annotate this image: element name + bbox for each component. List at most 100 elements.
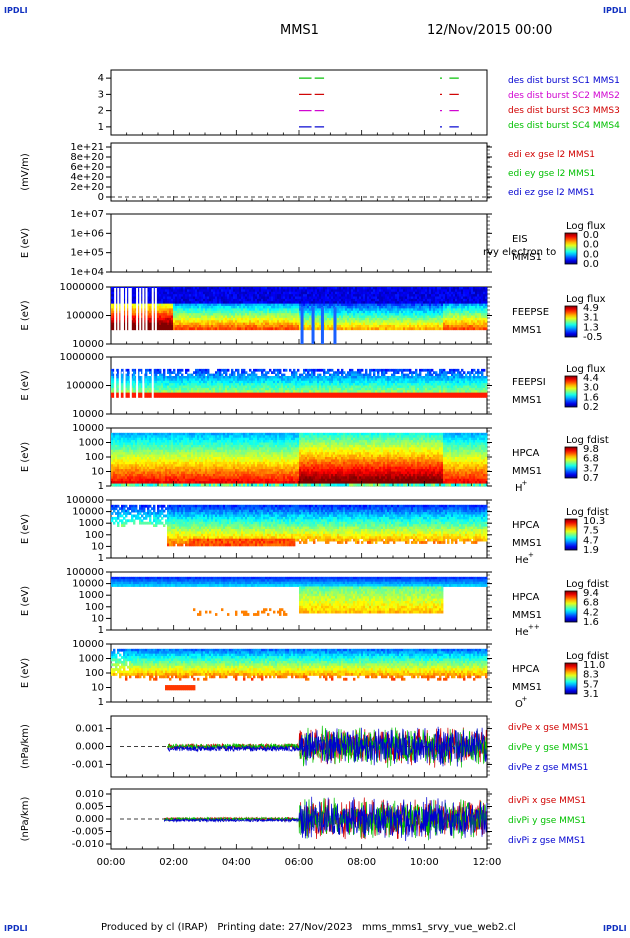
logo-top-right: IPDLI <box>603 6 627 15</box>
y-tick-label: 1e+07 <box>70 209 104 220</box>
spectrogram-cell <box>269 369 271 372</box>
spectrogram-cell <box>277 374 279 377</box>
legend-entry: des dist burst SC1 MMS1 <box>508 76 620 86</box>
spectrogram-cell <box>263 369 265 372</box>
spectrogram-cell <box>173 369 175 372</box>
spectrogram-cell <box>233 371 235 374</box>
legend-entry: edi ez gse l2 MMS1 <box>508 188 595 198</box>
y-axis-label: (mV/m) <box>20 153 31 191</box>
data-gap <box>114 288 116 343</box>
y-tick-label: 1e+05 <box>70 248 104 259</box>
figure-title: MMS1 <box>280 23 319 38</box>
y-tick-label: 3 <box>98 89 104 100</box>
spectrogram-cell <box>249 369 251 372</box>
spectrogram-cell <box>203 374 205 377</box>
spectrogram-cell <box>485 306 487 309</box>
panel-frame <box>111 70 487 135</box>
spectrogram-cell <box>273 371 275 374</box>
spectrogram-cell <box>323 374 325 377</box>
spectrogram-cell <box>181 369 183 372</box>
spectrogram-cell <box>243 369 245 372</box>
spectrogram-cell <box>319 374 321 377</box>
spectrogram-cell <box>145 374 147 377</box>
spectrogram-cell <box>219 371 221 374</box>
spectrogram-cell <box>163 371 165 374</box>
legend-entry: edi ex gse l2 MMS1 <box>508 150 595 160</box>
y-tick-label: 2e+20 <box>70 182 104 193</box>
colorbar-tick-label: -0.5 <box>583 332 603 343</box>
spacecraft-label: MMS1 <box>512 325 542 336</box>
panel-frame <box>111 143 487 201</box>
spectrogram-cell <box>307 371 309 374</box>
spectrogram-cell <box>485 294 487 297</box>
panels-group: 1 2 3 4 des dist burst SC1 MMS1 des dist burs… <box>20 70 620 850</box>
spectrogram-cell <box>337 369 339 372</box>
spectrogram-cells <box>111 287 487 344</box>
instrument-label: EIS <box>512 234 528 245</box>
y-tick-label: 1e+04 <box>70 267 104 278</box>
spectrogram-cell <box>279 369 281 372</box>
colorbar <box>565 233 577 264</box>
y-tick-label: 10000 <box>72 339 104 350</box>
y-tick-label: 1e+06 <box>70 228 104 239</box>
legend-entry: edi ey gse l2 MMS1 <box>508 169 595 179</box>
spectrogram-cell <box>283 374 285 377</box>
spectrogram-cell <box>233 374 235 377</box>
panel-burst: 1 2 3 4 des dist burst SC1 MMS1 des dist burs… <box>98 70 620 135</box>
data-gap <box>130 288 132 343</box>
spectrogram-cell <box>221 374 223 377</box>
data-streak <box>312 307 315 344</box>
spectrogram-cell <box>177 374 179 377</box>
spectrogram-cell <box>351 369 353 372</box>
y-tick-label: 2 <box>98 106 104 117</box>
spectrogram-cell <box>245 371 247 374</box>
y-tick-label: 4e+20 <box>70 172 104 183</box>
data-gap <box>125 288 127 343</box>
colorbar <box>565 306 577 337</box>
spectrogram-cell <box>227 369 229 372</box>
spectrogram-cell <box>313 374 315 377</box>
spectrogram-cell <box>231 369 233 372</box>
spectrogram-cell <box>485 323 487 326</box>
legend-entry: des dist burst SC4 MMS4 <box>508 121 620 131</box>
y-tick-label: 0 <box>98 192 104 203</box>
spectrogram-cell <box>265 374 267 377</box>
spectrogram-cell <box>301 374 303 377</box>
spectrogram-cell <box>293 369 295 372</box>
y-tick-label: 1 <box>98 122 104 133</box>
spectrogram-cell <box>181 374 183 377</box>
spectrogram-cell <box>341 369 343 372</box>
spectrogram-cell <box>163 374 165 377</box>
spectrogram-cell <box>243 374 245 377</box>
spectrogram-cell <box>191 374 193 377</box>
data-gap <box>152 288 154 343</box>
data-gap <box>155 288 157 343</box>
logo-top-left: IPDLI <box>4 6 28 15</box>
legend-entry: des dist burst SC2 MMS2 <box>508 91 620 101</box>
spectrogram-cell <box>159 371 161 374</box>
spectrogram-cells <box>111 358 487 413</box>
spectrogram-cell <box>295 374 297 377</box>
y-tick-label: 6e+20 <box>70 162 104 173</box>
spectrogram-cell <box>169 369 171 372</box>
spectrogram-cell <box>295 371 297 374</box>
spectrogram-cell <box>313 371 315 374</box>
y-tick-label: 4 <box>98 73 104 84</box>
spectrogram-cell <box>127 374 129 377</box>
spectrogram-cell <box>485 320 487 323</box>
spectrogram-cell <box>225 371 227 374</box>
data-gap <box>136 288 138 343</box>
data-gap <box>142 288 144 343</box>
data-streak <box>333 307 336 344</box>
spectrogram-cell <box>187 369 189 372</box>
spectrogram-cell <box>237 371 239 374</box>
spectrogram-cell <box>279 371 281 374</box>
spectrogram-cell <box>159 369 161 372</box>
y-tick-label: 100000 <box>66 311 104 322</box>
spectrogram-cell <box>253 371 255 374</box>
data-gap <box>139 288 141 343</box>
figure-date: 12/Nov/2015 00:00 <box>427 23 552 38</box>
spectrogram-cell <box>207 371 209 374</box>
